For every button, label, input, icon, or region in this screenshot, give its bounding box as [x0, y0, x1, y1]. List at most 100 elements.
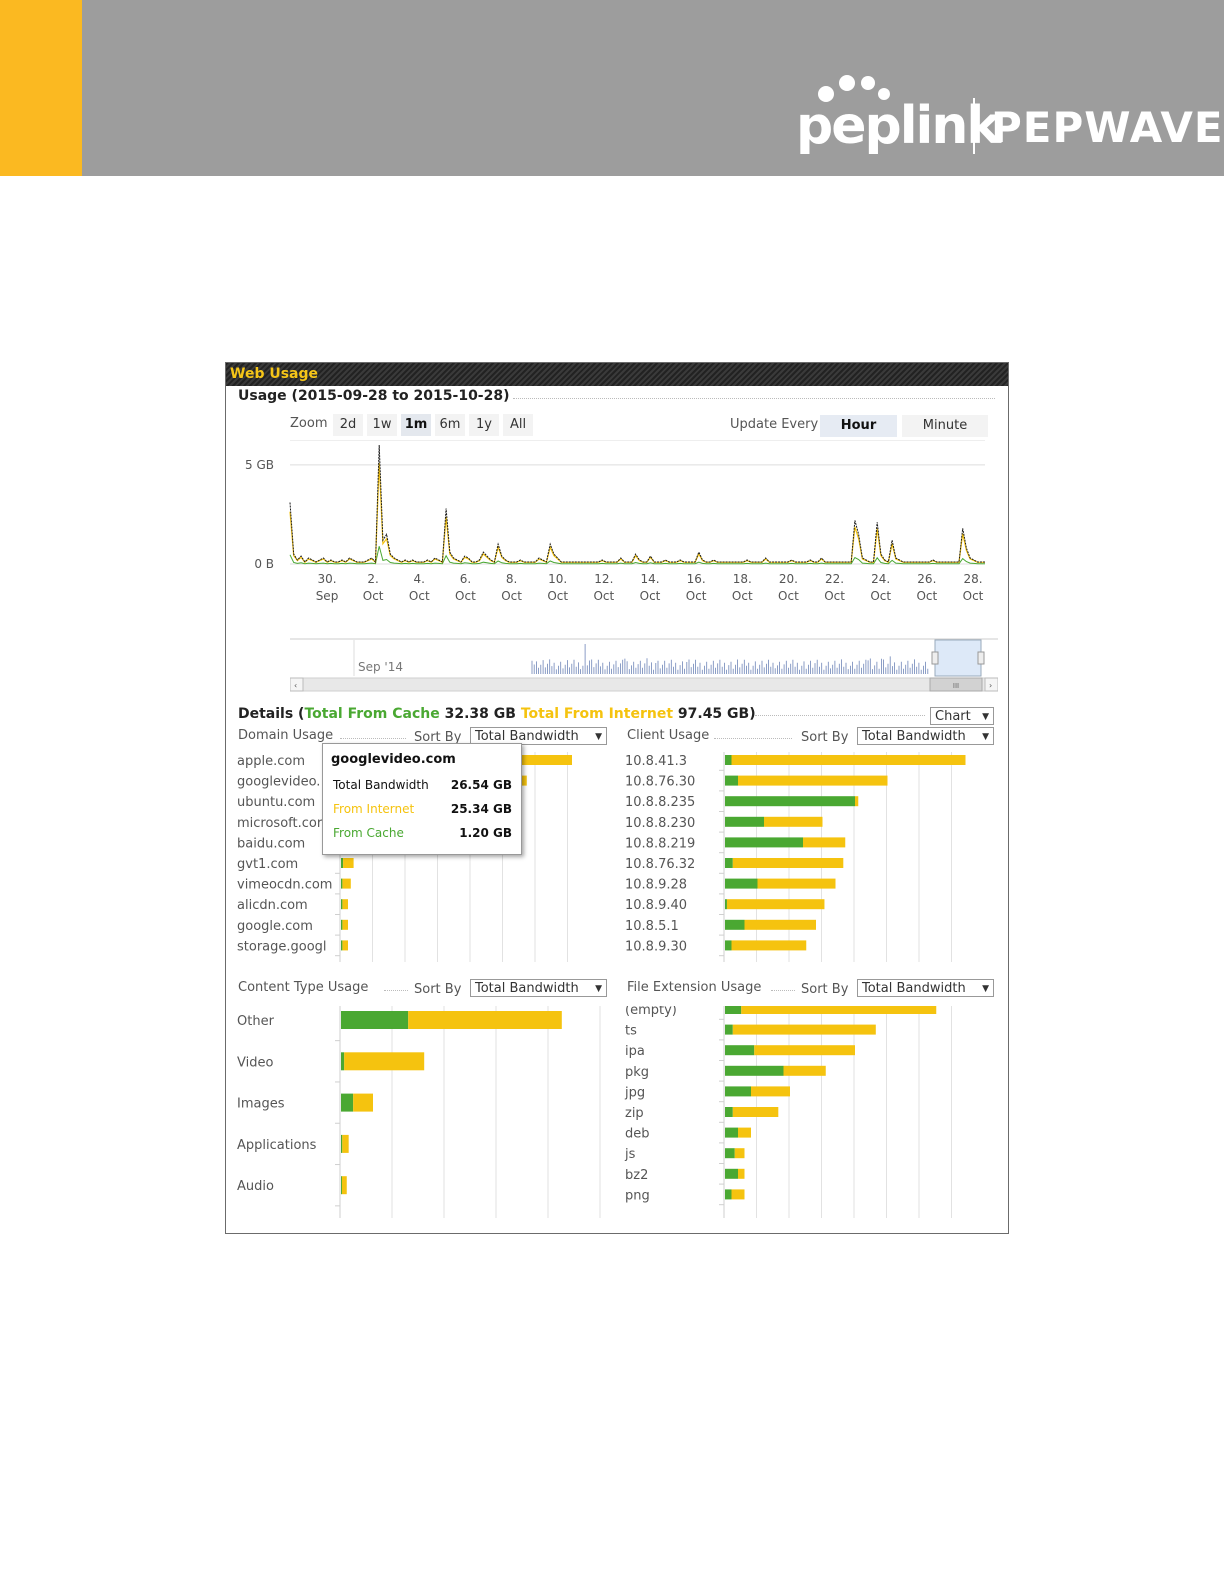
internet-bar[interactable] [731, 1189, 745, 1200]
x-tick-label: Oct [363, 589, 384, 603]
cache-bar[interactable] [341, 878, 343, 889]
internet-bar[interactable] [732, 858, 844, 868]
internet-bar[interactable] [783, 1065, 826, 1076]
cache-bar[interactable] [725, 837, 803, 848]
category-label: Other [237, 1014, 275, 1029]
zoom-1m-button[interactable]: 1m [401, 414, 431, 436]
navigator-left-handle[interactable] [931, 651, 939, 665]
navigator-scrollbar-track[interactable] [290, 677, 998, 692]
internet-bar[interactable] [342, 919, 348, 930]
internet-bar[interactable] [738, 775, 888, 786]
cache-bar[interactable] [725, 1086, 751, 1097]
cache-bar[interactable] [725, 816, 764, 827]
cache-bar[interactable] [725, 755, 732, 765]
file-sort-value: Total Bandwidth [862, 981, 966, 996]
internet-bar[interactable] [726, 899, 825, 910]
cache-bar[interactable] [725, 858, 733, 868]
range-navigator[interactable]: Sep '14 ‹ III › [290, 638, 998, 696]
navigator-selection[interactable] [934, 639, 982, 677]
cache-bar[interactable] [725, 919, 745, 930]
internet-bar[interactable] [732, 1024, 876, 1035]
zoom-1y-button[interactable]: 1y [469, 414, 499, 436]
cache-bar[interactable] [341, 919, 343, 930]
x-tick-label: 12. [594, 572, 613, 586]
cache-bar[interactable] [725, 1189, 732, 1200]
scroll-grip-icon: III [953, 682, 959, 690]
cache-bar[interactable] [725, 796, 855, 807]
internet-bar[interactable] [342, 1134, 349, 1153]
chevron-down-icon: ▼ [982, 712, 989, 722]
cache-bar[interactable] [341, 940, 343, 951]
cache-bar[interactable] [725, 878, 758, 889]
internet-bar[interactable] [342, 940, 348, 951]
scroll-right-arrow-icon: › [989, 681, 992, 690]
content-sort-select[interactable]: Total Bandwidth ▼ [470, 979, 607, 997]
internet-bar[interactable] [757, 878, 836, 889]
internet-bar[interactable] [738, 1127, 751, 1138]
internet-bar[interactable] [754, 1045, 855, 1056]
navigator-series-line [531, 644, 929, 674]
client-sort-select[interactable]: Total Bandwidth ▼ [857, 727, 994, 745]
x-tick-label: 28. [963, 572, 982, 586]
category-label: ipa [625, 1044, 645, 1059]
zoom-6m-button[interactable]: 6m [435, 414, 465, 436]
zoom-2d-button[interactable]: 2d [333, 414, 363, 436]
internet-bar[interactable] [342, 878, 351, 889]
update-hour-button[interactable]: Hour [820, 415, 897, 437]
details-title: Details (Total From Cache 32.38 GB Total… [238, 706, 756, 722]
cache-bar[interactable] [725, 1168, 738, 1179]
cache-bar[interactable] [341, 858, 344, 868]
navigator-right-handle[interactable] [977, 651, 985, 665]
cache-bar[interactable] [725, 940, 732, 951]
internet-bar[interactable] [751, 1086, 790, 1097]
file-sort-select[interactable]: Total Bandwidth ▼ [857, 979, 994, 997]
cache-bar[interactable] [725, 1127, 738, 1138]
zoom-1w-button[interactable]: 1w [367, 414, 397, 436]
scroll-thumb[interactable] [929, 677, 983, 692]
zoom-all-button[interactable]: All [503, 414, 533, 436]
internet-bar[interactable] [341, 1176, 347, 1195]
internet-bar[interactable] [734, 1148, 745, 1159]
internet-bar[interactable] [803, 837, 846, 848]
view-mode-select[interactable]: Chart ▼ [930, 707, 994, 725]
internet-bar[interactable] [353, 1093, 373, 1112]
internet-bar[interactable] [738, 1168, 745, 1179]
cache-bar[interactable] [725, 899, 727, 910]
internet-bar[interactable] [764, 816, 823, 827]
cache-bar[interactable] [725, 1006, 742, 1014]
cache-bar[interactable] [725, 1148, 735, 1159]
total-series-line [289, 444, 985, 564]
cache-bar[interactable] [725, 1107, 733, 1117]
x-tick-label: Sep [316, 589, 339, 603]
internet-bar[interactable] [855, 796, 859, 807]
internet-bar[interactable] [731, 755, 966, 765]
scroll-left-button[interactable] [290, 677, 304, 692]
cache-bar[interactable] [725, 775, 738, 786]
internet-bar[interactable] [344, 1052, 425, 1071]
cache-bar[interactable] [341, 1134, 343, 1153]
cache-bar[interactable] [725, 1024, 733, 1035]
cache-bar[interactable] [725, 1065, 784, 1076]
cache-bar[interactable] [341, 1011, 409, 1029]
cache-bar[interactable] [341, 1093, 354, 1112]
internet-bar[interactable] [343, 858, 354, 868]
cache-bar[interactable] [341, 1176, 342, 1195]
domain-sort-select[interactable]: Total Bandwidth ▼ [470, 727, 607, 745]
internet-bar[interactable] [741, 1006, 937, 1014]
internet-bar[interactable] [342, 899, 348, 910]
internet-bar[interactable] [408, 1011, 562, 1029]
scroll-right-button[interactable] [984, 677, 998, 692]
file-extension-chart[interactable]: (empty) ts ipa pkg jpg zip deb js bz2 png [624, 1006, 998, 1222]
header-banner [0, 0, 1224, 176]
details-prefix: Details ( [238, 706, 305, 722]
internet-bar[interactable] [731, 940, 807, 951]
cache-bar[interactable] [725, 1045, 755, 1056]
internet-bar[interactable] [732, 1107, 779, 1117]
usage-line-chart[interactable]: 0 B 5 GB 30. Sep 2. Oct 4. Oct 6. Oct 8. Oct 10. Oct 1… [240, 440, 1000, 616]
client-usage-chart[interactable]: 10.8.41.3 10.8.76.30 10.8.8.235 10.8.8.230 1… [624, 752, 998, 966]
internet-bar[interactable] [744, 919, 817, 930]
cache-bar[interactable] [341, 1052, 345, 1071]
cache-bar[interactable] [341, 899, 343, 910]
update-minute-button[interactable]: Minute [902, 415, 988, 437]
content-type-chart[interactable]: Other Video Images Applications Audio [236, 1006, 610, 1222]
